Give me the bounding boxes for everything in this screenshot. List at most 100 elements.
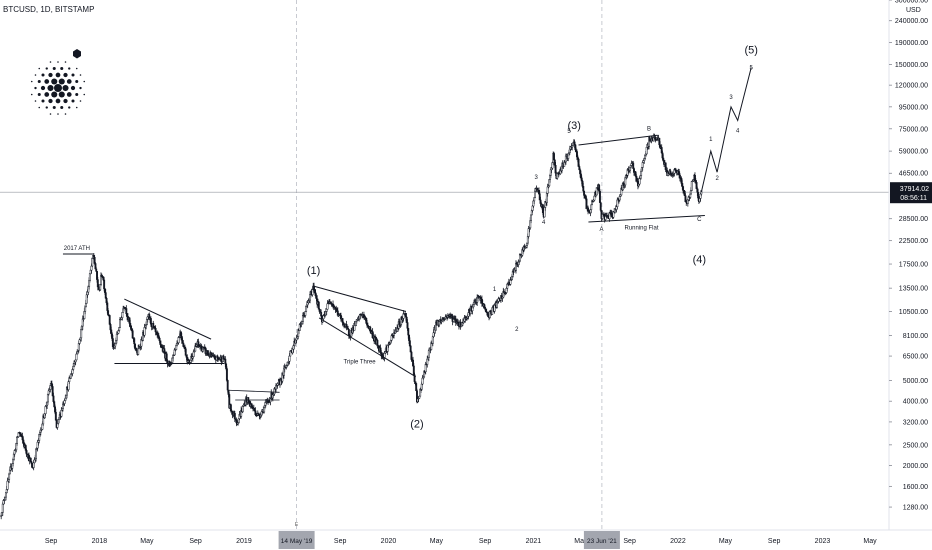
- logo-dot: [66, 92, 72, 97]
- time-tick-label: 2018: [92, 538, 108, 545]
- symbol-title: BTCUSD, 1D, BITSTAMP: [3, 5, 94, 14]
- time-axis: Sep 2018 May Sep 2019 Sep 2020 May Sep 2021 May Sep…: [0, 529, 932, 550]
- logo-dot: [41, 99, 45, 103]
- candle-body: [16, 437, 18, 444]
- logo-dot: [38, 67, 41, 70]
- logo-dot: [37, 79, 41, 84]
- logo-dot: [48, 72, 53, 78]
- wave-label-4: (4): [693, 254, 706, 266]
- wave-label-5: (5): [744, 45, 757, 57]
- logo-dot: [83, 80, 86, 83]
- logo-dot: [54, 84, 62, 92]
- logo-dot: [58, 78, 65, 85]
- candle-body: [1, 503, 4, 513]
- candles-layer: [0, 133, 703, 520]
- time-tick-label: Sep: [334, 538, 347, 545]
- candle-body: [599, 202, 602, 211]
- candle-body: [8, 473, 11, 480]
- logo-dot: [60, 66, 64, 71]
- logo-dot: [60, 105, 64, 110]
- price-tick-label: 8100.00: [903, 333, 928, 340]
- triple-three-lower-line[interactable]: [318, 317, 417, 378]
- logo-dot: [63, 98, 68, 104]
- price-tick-label: 59000.00: [899, 149, 928, 156]
- candle-body: [184, 348, 187, 356]
- time-tick-label: Sep: [623, 538, 636, 545]
- impulse-subwave-5: 5: [567, 129, 571, 135]
- candle-body: [13, 450, 16, 455]
- current-price-value: 37914.02: [900, 186, 929, 193]
- candle-body: [427, 350, 430, 358]
- logo-dot: [64, 113, 67, 115]
- price-tick-label: 28500.00: [899, 216, 928, 223]
- price-tick-label: 190000.00: [895, 40, 928, 47]
- current-price-badge[interactable]: [890, 182, 932, 204]
- candle-body: [158, 337, 161, 342]
- subwave-label-2: 2: [715, 176, 719, 182]
- impulse-subwave-4: 4: [542, 220, 546, 226]
- logo-hexagon-icon: [73, 49, 81, 59]
- flat-upper-line[interactable]: [578, 134, 658, 146]
- logo-dot: [58, 91, 65, 98]
- flat-lower-line[interactable]: [588, 215, 705, 223]
- price-tick-label: 300000.00: [895, 0, 928, 5]
- candle-body: [121, 312, 124, 318]
- candle-body: [241, 406, 244, 412]
- highlighted-date-badge[interactable]: [583, 531, 620, 549]
- triangle-upper-line[interactable]: [124, 298, 212, 340]
- candle-body: [590, 204, 593, 210]
- candle-body: [54, 411, 57, 421]
- highlighted-date-label: 14 May '19: [281, 538, 313, 545]
- logo-dot: [79, 74, 82, 76]
- logo-dot: [71, 73, 75, 77]
- projection-path[interactable]: [700, 67, 752, 193]
- price-tick-label: 240000.00: [895, 18, 928, 25]
- candle-body: [690, 181, 693, 191]
- time-tick-label: May: [574, 538, 588, 545]
- candle-body: [75, 353, 78, 361]
- time-tick-label: Sep: [479, 538, 492, 545]
- candle-body: [407, 328, 410, 336]
- logo-dot: [55, 98, 61, 104]
- candle-body: [133, 338, 136, 345]
- price-tick-label: 1280.00: [903, 505, 928, 512]
- time-tick-label: 2021: [526, 538, 542, 545]
- candle-body: [25, 450, 28, 455]
- logo-dot: [62, 84, 69, 92]
- candle-body: [103, 279, 106, 290]
- candle-body: [406, 322, 409, 329]
- candle-body: [408, 340, 411, 347]
- candle: [430, 340, 433, 351]
- price-tick-label: 13500.00: [899, 286, 928, 293]
- wave-label-3: (3): [567, 120, 580, 132]
- candle-body: [317, 301, 320, 310]
- candle-body: [225, 368, 228, 381]
- triple-three-upper-line[interactable]: [313, 285, 407, 312]
- logo-dot: [79, 86, 82, 90]
- candle-body: [582, 186, 585, 192]
- time-tick-label: 2019: [236, 538, 252, 545]
- candle-body: [325, 308, 328, 312]
- candle-body: [115, 333, 118, 341]
- candle-body: [426, 358, 429, 365]
- candle-body: [288, 355, 291, 362]
- logo-dot: [57, 113, 59, 115]
- logo-dot: [48, 98, 53, 104]
- logo-dot: [44, 92, 50, 97]
- highlighted-date-badge[interactable]: [278, 531, 315, 549]
- ath-label: 2017 ATH: [64, 246, 90, 252]
- price-tick-label: 6500.00: [903, 354, 928, 361]
- box-top-line[interactable]: [229, 389, 280, 393]
- labels-layer: 2017 ATH Triple Three Running Flat (1) (2) (3…: [64, 45, 758, 528]
- logo-dot: [30, 93, 33, 96]
- candle-body: [598, 191, 601, 203]
- logo-dot: [52, 105, 56, 110]
- logo-dot: [57, 61, 59, 63]
- price-tick-label: 10500.00: [899, 309, 928, 316]
- candle-body: [154, 328, 157, 333]
- time-tick-label: May: [863, 538, 877, 545]
- price-tick-label: 2000.00: [903, 463, 928, 470]
- price-tick-label: 3200.00: [903, 419, 928, 426]
- candle-body: [49, 385, 52, 390]
